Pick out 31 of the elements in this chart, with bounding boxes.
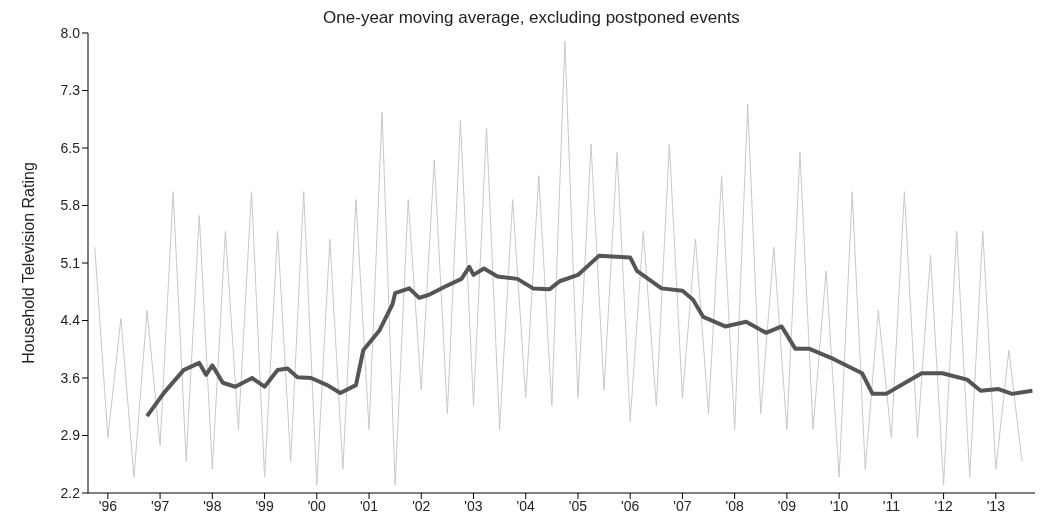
x-tick-label: '97 xyxy=(150,497,170,514)
x-tick-label: '08 xyxy=(725,497,744,514)
y-tick-label: 2.9 xyxy=(60,427,81,444)
x-tick-label: '04 xyxy=(516,497,536,514)
x-tick-label: '12 xyxy=(934,497,953,514)
y-tick-label: 3.6 xyxy=(60,369,81,386)
y-tick-label: 2.2 xyxy=(60,484,81,501)
y-tick-label: 4.4 xyxy=(60,312,81,329)
y-tick-label: 5.1 xyxy=(60,254,81,271)
x-tick-label: '05 xyxy=(568,497,588,514)
chart-title: One-year moving average, excluding postponed events xyxy=(323,8,740,27)
x-tick-label: '03 xyxy=(464,497,483,514)
x-tick-label: '06 xyxy=(621,497,640,514)
y-axis-title: Household Television Rating xyxy=(19,162,37,364)
x-tick-label: '11 xyxy=(882,497,901,514)
x-tick-label: '13 xyxy=(986,497,1006,514)
y-tick-label: 6.5 xyxy=(60,139,81,156)
y-tick-label: 5.8 xyxy=(60,197,81,214)
x-tick-label: '01 xyxy=(359,497,379,514)
y-tick-label: 8.0 xyxy=(60,24,81,41)
line-series xyxy=(94,40,1023,486)
line-series xyxy=(145,253,1035,419)
x-tick-label: '10 xyxy=(830,497,849,514)
y-tick-label: 7.3 xyxy=(60,82,81,99)
x-tick-label: '07 xyxy=(673,497,692,514)
x-tick-label: '09 xyxy=(777,497,797,514)
x-tick-label: '98 xyxy=(203,497,222,514)
x-tick-label: '00 xyxy=(307,497,327,514)
x-tick-label: '02 xyxy=(412,497,431,514)
x-tick-label: '99 xyxy=(255,497,274,514)
x-tick-label: '96 xyxy=(98,497,118,514)
